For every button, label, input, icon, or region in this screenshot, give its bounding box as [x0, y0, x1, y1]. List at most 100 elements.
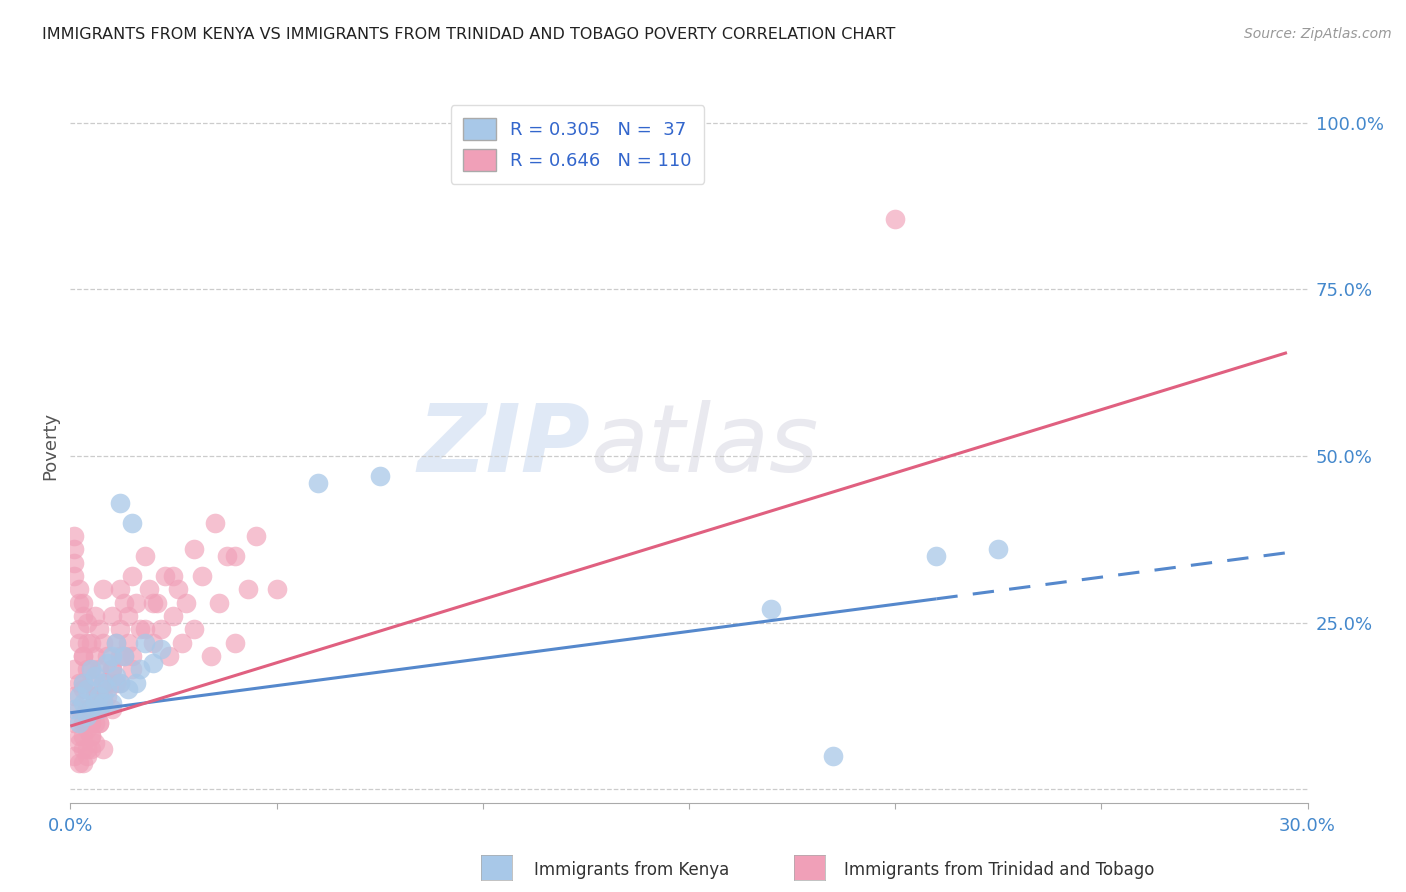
Point [170, 636, 193, 650]
Point [89, 715, 111, 730]
Point [89, 689, 111, 703]
Point [125, 596, 148, 610]
Point [89, 702, 111, 716]
Point [72, 649, 94, 664]
Point [183, 542, 205, 557]
Point [89, 715, 111, 730]
Point [89, 662, 111, 676]
Point [112, 649, 135, 664]
Point [76, 615, 98, 630]
Point [138, 582, 160, 597]
Point [146, 596, 169, 610]
Point [121, 649, 143, 664]
Point [108, 623, 131, 637]
Point [67, 729, 90, 743]
Point [134, 623, 156, 637]
Point [84, 689, 107, 703]
Point [108, 582, 131, 597]
Point [162, 609, 184, 624]
Point [84, 649, 107, 664]
Point [134, 549, 156, 563]
Point [84, 715, 107, 730]
Point [96, 675, 118, 690]
Point [823, 749, 845, 764]
Point [80, 636, 103, 650]
Point [91, 696, 114, 710]
Point [63, 689, 86, 703]
Point [84, 689, 107, 703]
Point [183, 623, 205, 637]
Point [108, 675, 131, 690]
Point [142, 656, 165, 670]
Point [63, 529, 86, 543]
Point [72, 715, 94, 730]
Point [80, 715, 103, 730]
Point [80, 662, 103, 676]
Point [72, 649, 94, 664]
Point [67, 736, 90, 750]
Point [76, 742, 98, 756]
Point [925, 549, 948, 563]
Point [72, 682, 94, 697]
Point [89, 702, 111, 716]
Point [117, 636, 139, 650]
Point [80, 742, 103, 756]
Point [72, 696, 94, 710]
Point [150, 642, 173, 657]
Point [129, 662, 152, 676]
Point [134, 636, 156, 650]
Point [245, 529, 267, 543]
Point [67, 636, 90, 650]
Point [96, 682, 118, 697]
Point [63, 662, 86, 676]
Point [76, 702, 98, 716]
Point [67, 756, 90, 770]
Point [76, 682, 98, 697]
Point [89, 623, 111, 637]
Point [117, 609, 139, 624]
Point [76, 749, 98, 764]
Point [150, 623, 173, 637]
Point [96, 649, 118, 664]
Point [884, 212, 907, 227]
Point [100, 702, 122, 716]
Point [76, 636, 98, 650]
Point [72, 729, 94, 743]
Point [91, 675, 114, 690]
Point [266, 582, 288, 597]
Point [761, 602, 783, 616]
Point [76, 709, 98, 723]
Text: Immigrants from Kenya: Immigrants from Kenya [534, 861, 730, 879]
Point [166, 582, 188, 597]
Point [236, 582, 259, 597]
Point [121, 662, 143, 676]
Point [80, 702, 103, 716]
Point [72, 596, 94, 610]
Point [191, 569, 214, 583]
Point [84, 689, 107, 703]
Point [67, 702, 90, 716]
Point [204, 516, 226, 530]
Point [91, 582, 114, 597]
Point [100, 696, 122, 710]
Point [112, 596, 135, 610]
Point [117, 682, 139, 697]
Point [96, 656, 118, 670]
Point [80, 675, 103, 690]
Point [84, 736, 107, 750]
Point [72, 742, 94, 756]
Point [91, 636, 114, 650]
Point [63, 749, 86, 764]
Text: IMMIGRANTS FROM KENYA VS IMMIGRANTS FROM TRINIDAD AND TOBAGO POVERTY CORRELATION: IMMIGRANTS FROM KENYA VS IMMIGRANTS FROM… [42, 27, 896, 42]
Point [157, 649, 180, 664]
Point [91, 742, 114, 756]
Point [142, 596, 165, 610]
Text: Source: ZipAtlas.com: Source: ZipAtlas.com [1244, 27, 1392, 41]
Point [63, 715, 86, 730]
Point [100, 662, 122, 676]
Point [84, 696, 107, 710]
Point [72, 609, 94, 624]
Point [174, 596, 197, 610]
Point [63, 542, 86, 557]
Point [80, 729, 103, 743]
